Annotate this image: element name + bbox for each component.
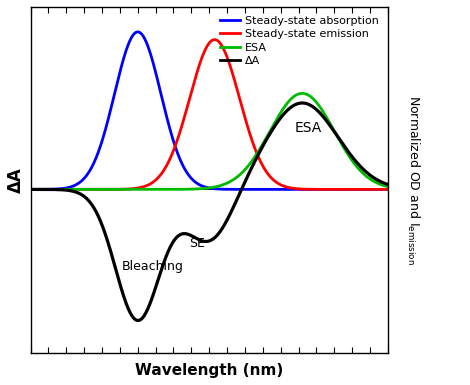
Y-axis label: ΔA: ΔA [7,167,25,192]
Legend: Steady-state absorption, Steady-state emission, ESA, ΔA: Steady-state absorption, Steady-state em… [216,12,383,69]
Text: ESA: ESA [295,121,322,135]
Text: Bleaching: Bleaching [122,260,183,273]
X-axis label: Wavelength (nm): Wavelength (nm) [135,363,283,378]
Text: SE: SE [189,237,205,250]
Y-axis label: Normalized OD and I$_{\mathrm{emission}}$: Normalized OD and I$_{\mathrm{emission}}… [405,95,421,265]
